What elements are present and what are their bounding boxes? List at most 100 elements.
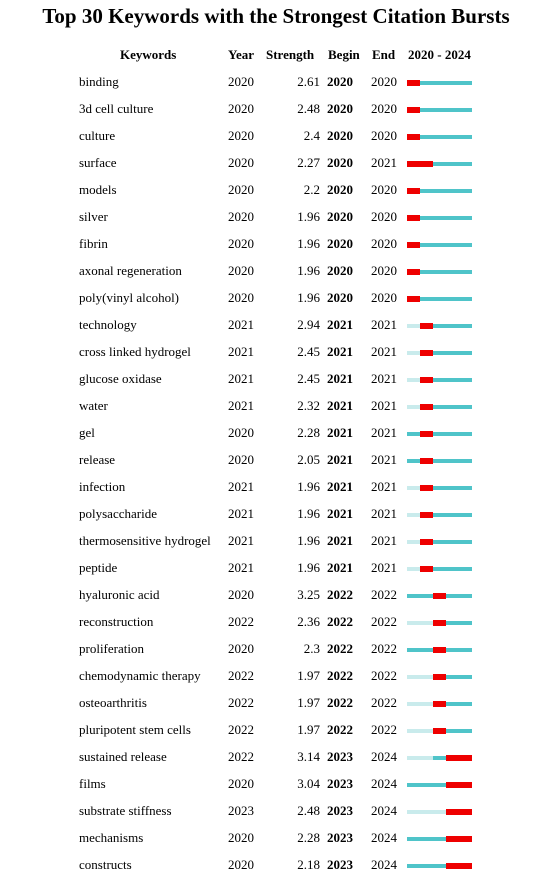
begin-cell: 2020 [327, 128, 353, 143]
strength-cell: 2.45 [297, 371, 320, 386]
timeline-inactive-segment [407, 324, 420, 328]
timeline-inactive-segment [407, 378, 420, 382]
strength-cell: 2.4 [303, 128, 320, 143]
timeline-active-segment [407, 459, 472, 463]
timeline-active-segment [420, 540, 472, 544]
begin-cell: 2021 [327, 479, 353, 494]
timeline-inactive-segment [407, 351, 420, 355]
header-timeline: 2020 - 2024 [408, 47, 471, 62]
keyword-cell: fibrin [79, 236, 108, 251]
table-row: silver 2020 1.96 2020 2020 [0, 209, 552, 236]
keyword-cell: constructs [79, 857, 132, 872]
timeline-active-segment [433, 702, 472, 706]
timeline-burst-segment [433, 647, 446, 653]
begin-cell: 2021 [327, 425, 353, 440]
burst-timeline [407, 458, 472, 464]
timeline-active-segment [407, 81, 472, 85]
end-cell: 2024 [371, 803, 397, 818]
header-end: End [372, 47, 396, 62]
begin-cell: 2021 [327, 371, 353, 386]
burst-timeline [407, 620, 472, 626]
end-cell: 2022 [371, 722, 397, 737]
strength-cell: 1.96 [297, 479, 320, 494]
begin-cell: 2022 [327, 695, 353, 710]
strength-cell: 2.05 [297, 452, 320, 467]
burst-timeline [407, 836, 472, 842]
end-cell: 2020 [371, 263, 397, 278]
burst-timeline [407, 674, 472, 680]
end-cell: 2022 [371, 614, 397, 629]
end-cell: 2021 [371, 398, 397, 413]
timeline-burst-segment [446, 809, 472, 815]
strength-cell: 1.96 [297, 560, 320, 575]
strength-cell: 1.97 [297, 695, 320, 710]
timeline-active-segment [407, 162, 472, 166]
table-row: proliferation 2020 2.3 2022 2022 [0, 641, 552, 668]
year-cell: 2021 [228, 398, 254, 413]
keyword-cell: binding [79, 74, 119, 89]
table-row: binding 2020 2.61 2020 2020 [0, 74, 552, 101]
table-row: films 2020 3.04 2023 2024 [0, 776, 552, 803]
timeline-active-segment [420, 405, 472, 409]
table-row: pluripotent stem cells 2022 1.97 2022 2022 [0, 722, 552, 749]
end-cell: 2022 [371, 641, 397, 656]
timeline-burst-segment [420, 566, 433, 572]
timeline-burst-segment [433, 593, 446, 599]
end-cell: 2021 [371, 506, 397, 521]
burst-timeline [407, 404, 472, 410]
end-cell: 2022 [371, 695, 397, 710]
timeline-inactive-segment [407, 729, 433, 733]
keyword-cell: cross linked hydrogel [79, 344, 191, 359]
strength-cell: 1.96 [297, 290, 320, 305]
keyword-cell: thermosensitive hydrogel [79, 533, 211, 548]
end-cell: 2021 [371, 317, 397, 332]
burst-timeline [407, 161, 472, 167]
keyword-cell: glucose oxidase [79, 371, 162, 386]
end-cell: 2022 [371, 587, 397, 602]
timeline-burst-segment [407, 161, 433, 167]
end-cell: 2020 [371, 128, 397, 143]
burst-timeline [407, 809, 472, 815]
table-row: axonal regeneration 2020 1.96 2020 2020 [0, 263, 552, 290]
timeline-burst-segment [446, 836, 472, 842]
year-cell: 2020 [228, 101, 254, 116]
keyword-cell: osteoarthritis [79, 695, 147, 710]
table-row: culture 2020 2.4 2020 2020 [0, 128, 552, 155]
begin-cell: 2020 [327, 101, 353, 116]
begin-cell: 2023 [327, 776, 353, 791]
strength-cell: 2.18 [297, 857, 320, 872]
strength-cell: 2.28 [297, 425, 320, 440]
keyword-cell: surface [79, 155, 117, 170]
timeline-active-segment [407, 216, 472, 220]
year-cell: 2020 [228, 128, 254, 143]
year-cell: 2020 [228, 857, 254, 872]
burst-timeline [407, 593, 472, 599]
end-cell: 2021 [371, 560, 397, 575]
begin-cell: 2021 [327, 398, 353, 413]
table-row: glucose oxidase 2021 2.45 2021 2021 [0, 371, 552, 398]
keyword-cell: poly(vinyl alcohol) [79, 290, 180, 305]
keyword-cell: substrate stiffness [79, 803, 172, 818]
strength-cell: 2.3 [303, 641, 320, 656]
keyword-cell: gel [79, 425, 95, 440]
keyword-cell: 3d cell culture [79, 101, 154, 116]
strength-cell: 1.96 [297, 533, 320, 548]
timeline-active-segment [433, 729, 472, 733]
timeline-burst-segment [420, 458, 433, 464]
year-cell: 2020 [228, 182, 254, 197]
begin-cell: 2020 [327, 209, 353, 224]
year-cell: 2021 [228, 533, 254, 548]
year-cell: 2022 [228, 668, 254, 683]
timeline-inactive-segment [407, 540, 420, 544]
timeline-active-segment [407, 864, 472, 868]
table-row: osteoarthritis 2022 1.97 2022 2022 [0, 695, 552, 722]
begin-cell: 2021 [327, 317, 353, 332]
burst-timeline [407, 431, 472, 437]
end-cell: 2024 [371, 857, 397, 872]
burst-timeline [407, 485, 472, 491]
timeline-active-segment [433, 675, 472, 679]
burst-timeline [407, 269, 472, 275]
begin-cell: 2020 [327, 74, 353, 89]
table-row: polysaccharide 2021 1.96 2021 2021 [0, 506, 552, 533]
timeline-active-segment [407, 837, 472, 841]
